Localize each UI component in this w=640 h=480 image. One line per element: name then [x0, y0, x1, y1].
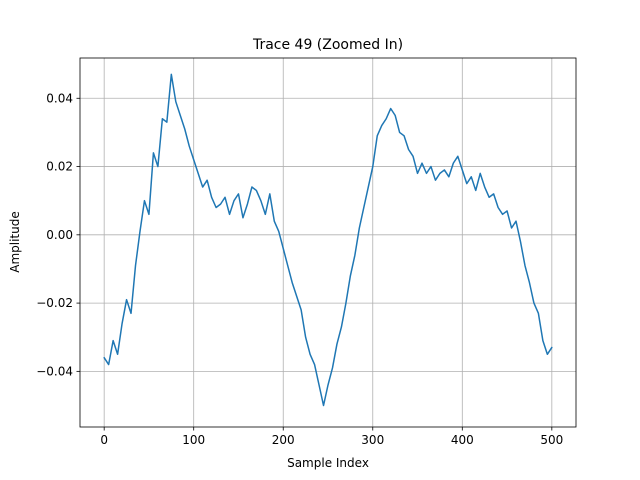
x-axis: 0 100 200 300 400 500: [100, 427, 563, 447]
y-tick-label: 0.00: [46, 228, 73, 242]
y-tick-label: 0.04: [46, 91, 73, 105]
x-tick-label: 400: [451, 433, 474, 447]
y-axis: −0.04 −0.02 0.00 0.02 0.04: [36, 91, 80, 378]
x-tick-label: 300: [361, 433, 384, 447]
plot-frame: [79, 57, 577, 428]
x-tick-label: 100: [182, 433, 205, 447]
x-tick-label: 0: [100, 433, 108, 447]
y-tick-label: 0.02: [46, 160, 73, 174]
y-tick-label: −0.04: [36, 364, 73, 378]
y-tick-label: −0.02: [36, 296, 73, 310]
series-line-0: [103, 73, 553, 407]
chart-title: Trace 49 (Zoomed In): [252, 37, 403, 53]
y-axis-label: Amplitude: [8, 211, 22, 273]
grid-lines: [80, 58, 576, 427]
x-tick-label: 200: [272, 433, 295, 447]
series-layer: [103, 73, 553, 407]
x-axis-label: Sample Index: [287, 456, 369, 470]
x-tick-label: 500: [540, 433, 563, 447]
